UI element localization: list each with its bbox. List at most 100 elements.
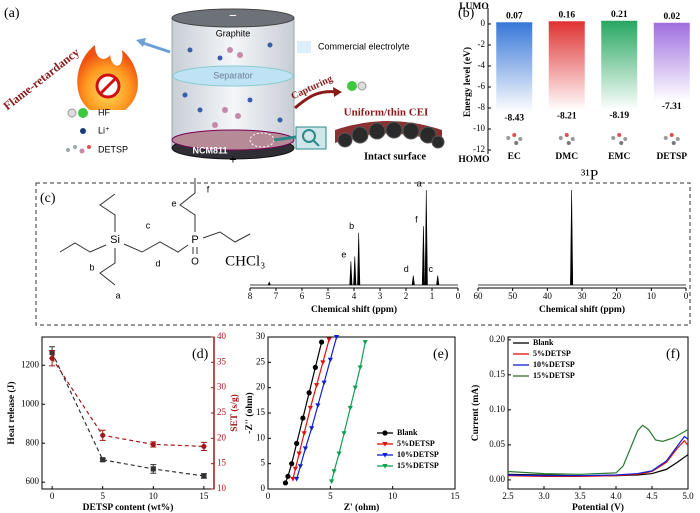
legend-label: HF [98,107,110,117]
peak-label: ³¹P [581,167,598,183]
series-line [507,439,689,477]
zoom-arrow [273,135,297,142]
peak-label: CHCl₃ [225,254,265,270]
x-tick-label: 15 [451,491,461,501]
peak [267,281,271,286]
x-tick-label: 40 [543,291,553,301]
hf-f [347,81,357,91]
bar [653,23,690,101]
atom: O [191,257,199,268]
electrolyte-swatch [297,41,311,53]
series-line [330,341,366,482]
panel-label: (b) [458,6,475,21]
x-tick-label: 50 [508,291,518,301]
x-tick-label: 4.0 [610,491,622,501]
marker [357,365,363,370]
x-axis-label: Z' (ohm) [344,502,380,513]
homo-value: -7.31 [662,102,682,112]
y-axis-label: Current (mA) [470,385,481,442]
series-line [51,357,204,448]
legend-label: 5%DETSP [533,349,571,358]
x-tick-label: 6 [300,291,305,301]
y-tick-label: 0.15 [489,369,505,379]
y2-tick-label: 10 [217,483,227,493]
panel-c-frame [35,182,691,326]
y-axis-label: Energy level (eV) [462,47,473,117]
panel-label: (a) [4,6,20,21]
position-label: a [115,290,120,300]
peak [349,261,353,286]
marker [300,415,306,421]
peak [411,275,415,286]
x-tick-label: 2 [404,291,409,301]
series-line [296,336,338,480]
y2-axis-label: SET (s/g) [229,394,240,432]
y-tick-label: 5 [261,458,266,468]
x-tick-label: 1 [430,291,435,301]
y-tick-label: 0.10 [489,404,505,414]
marker [302,446,308,452]
y2-tick-label: 30 [217,382,227,392]
electrolyte-label: Commercial electrolyte [318,41,410,51]
x-tick-label: 0 [456,291,461,301]
y-tick-label: 10 [256,432,266,442]
marker [307,405,313,411]
category-label: EMC [608,152,630,162]
legend-label: 5%DETSP [397,439,435,448]
cathode-sign: + [229,152,236,167]
x-tick-label: 10 [388,491,398,501]
x-tick-label: 8 [248,291,253,301]
molecule-icon [671,141,676,145]
marker [301,431,307,436]
bond [123,241,189,253]
legend-label: 15%DETSP [533,371,575,380]
x-tick-label: 15 [199,491,209,501]
y2-tick-label: 25 [217,407,227,417]
axis-top-label: LUMO [459,2,489,12]
position-label: c [146,220,151,230]
atom: P [191,234,198,246]
lumo-value: 0.16 [558,10,575,20]
x-tick-label: 20 [612,291,622,301]
marker [100,457,106,463]
y-tick-label: 15 [256,407,266,417]
marker [333,335,340,340]
plot-frame [507,336,689,490]
marker [352,385,358,391]
marker [201,473,207,479]
marker [382,430,388,436]
marker [150,441,156,448]
legend-label: 15%DETSP [397,461,439,470]
y2-tick-label: 15 [217,458,227,468]
peak-label: f [415,214,418,224]
position-label: b [89,262,94,272]
y-tick-label: 1200 [21,359,40,369]
anode-label: Graphite [216,28,251,38]
x-tick-label: 2.5 [502,491,514,501]
peak-label: b [349,221,354,231]
homo-value: -8.43 [504,114,524,124]
y-tick-label: 600 [26,476,40,486]
x-tick-label: 0 [50,491,55,501]
legend-label: Blank [533,338,554,347]
atom: Si [110,234,120,246]
bond [59,242,107,253]
peak-label: e [341,250,346,260]
peak-label: a [417,178,422,188]
panel-a: (a) − Graphite Separator NCM811 + Flame-… [1,6,445,167]
marker [320,360,326,365]
marker [285,473,291,479]
marker [347,405,353,411]
category-label: DETSP [656,152,687,162]
legend-label: Blank [397,428,418,437]
y-tick-label: -8 [478,102,486,112]
category-label: EC [508,152,521,162]
flame-label: Flame-retardancy [1,45,82,113]
bar [601,21,638,110]
x-tick-label: 10 [149,491,159,501]
molecule-icon [558,136,563,140]
peak [436,275,440,286]
marker [100,432,106,438]
marker [321,380,327,386]
legend-label: Li⁺ [98,125,110,135]
